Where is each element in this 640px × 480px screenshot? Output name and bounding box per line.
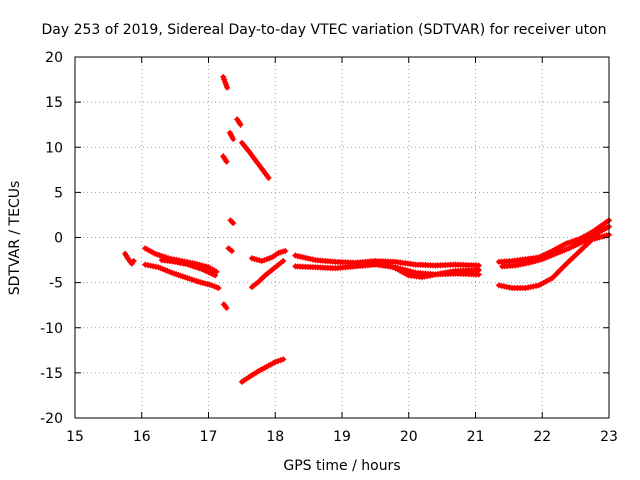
data-point [220,73,227,80]
data-point [272,359,279,366]
data-point [130,257,137,264]
y-tick-label: -5 [49,276,63,292]
data-point [221,76,228,83]
data-point [224,84,231,91]
data-point [230,220,237,227]
x-tick-label: 22 [533,429,551,445]
data-point [280,356,287,363]
y-tick-label: 5 [54,185,63,201]
data-point [475,266,482,273]
data-point [215,285,222,292]
grid-lines [75,57,609,418]
y-tick-label: 20 [45,50,63,66]
data-trace [249,258,286,290]
y-tick-label: 0 [54,231,63,247]
x-tick-label: 17 [200,429,218,445]
data-points [122,73,612,385]
data-point [265,174,272,181]
data-point [212,272,219,279]
data-point [230,136,237,143]
data-point [274,358,281,365]
y-tick-label: -20 [40,411,63,427]
y-axis-label: SDTVAR / TECUs [7,181,23,296]
x-tick-label: 21 [467,429,485,445]
x-axis-label: GPS time / hours [283,458,400,474]
data-point [282,248,289,255]
y-axis-ticks: 20 15 10 5 0 -5 -10 -15 -20 [40,50,609,427]
data-point [228,218,235,225]
x-tick-label: 15 [66,429,84,445]
y-tick-label: -10 [40,321,63,337]
data-point [222,79,229,86]
y-tick-label: -15 [40,366,63,382]
x-tick-label: 20 [400,429,418,445]
data-point [237,121,244,128]
data-point [228,248,235,255]
data-series-s14 [249,258,286,290]
data-point [223,81,230,88]
data-point [227,217,234,224]
x-tick-label: 16 [133,429,151,445]
data-point [223,158,230,165]
x-tick-label: 19 [333,429,351,445]
y-tick-label: 10 [45,140,63,156]
x-axis-ticks: 15 16 17 18 19 20 21 22 23 [66,57,618,445]
data-point [280,257,287,264]
chart-title: Day 253 of 2019, Sidereal Day-to-day VTE… [41,22,606,38]
data-point [223,304,230,311]
x-tick-label: 18 [266,429,284,445]
data-point [277,357,284,364]
x-tick-label: 23 [600,429,618,445]
y-tick-label: 15 [45,95,63,111]
